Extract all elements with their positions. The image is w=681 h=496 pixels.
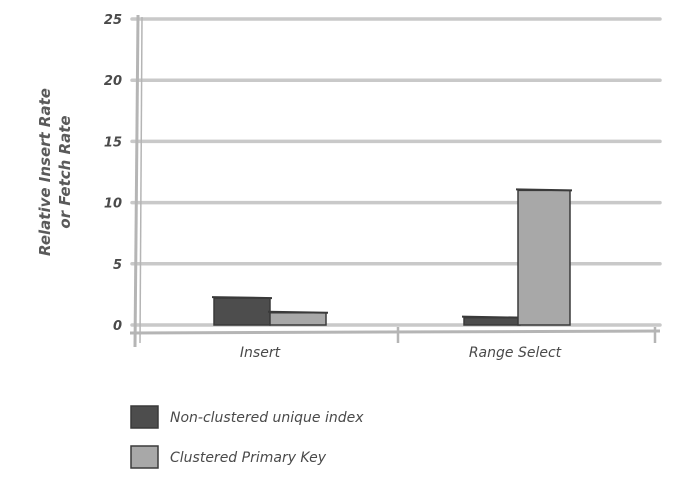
bar-nonclustered-0 xyxy=(213,297,271,326)
legend-label: Non-clustered unique index xyxy=(170,410,364,426)
bar-nonclustered-1 xyxy=(463,316,521,326)
y-tick-label: 0 xyxy=(113,319,122,334)
bar-clustered-0 xyxy=(269,312,327,326)
legend: Non-clustered unique index Clustered Prim… xyxy=(130,405,364,469)
legend-swatch xyxy=(130,405,159,429)
y-axis-line-sketch xyxy=(139,16,143,344)
y-axis-title-line-2: or Fetch Rate xyxy=(56,115,74,228)
legend-label: Clustered Primary Key xyxy=(170,450,327,466)
gridlines xyxy=(130,17,662,327)
x-category-label: Range Select xyxy=(469,345,562,361)
legend-swatch xyxy=(130,445,159,469)
y-tick-label: 5 xyxy=(113,258,122,273)
bar-top-edge xyxy=(461,315,523,319)
y-tick-label: 25 xyxy=(104,13,122,28)
bar-top-edge xyxy=(211,296,273,300)
bar-top-edge xyxy=(267,310,329,314)
y-tick-label: 10 xyxy=(104,197,122,212)
y-tick-label: 15 xyxy=(104,135,122,150)
axes: Relative Insert Rate or Fetch Rate xyxy=(36,14,661,348)
y-tick-label: 20 xyxy=(104,74,122,89)
category-labels: Insert Range Select xyxy=(240,345,562,361)
bars xyxy=(211,188,573,326)
x-category-label: Insert xyxy=(240,345,281,361)
x-axis-line xyxy=(129,329,661,335)
y-axis-title-line-1: Relative Insert Rate xyxy=(36,88,54,256)
bar-top-edge xyxy=(515,188,573,192)
y-axis-line xyxy=(133,14,140,348)
y-tick-labels: 0 5 10 15 20 25 xyxy=(104,13,122,334)
bar-clustered-1 xyxy=(517,189,571,326)
